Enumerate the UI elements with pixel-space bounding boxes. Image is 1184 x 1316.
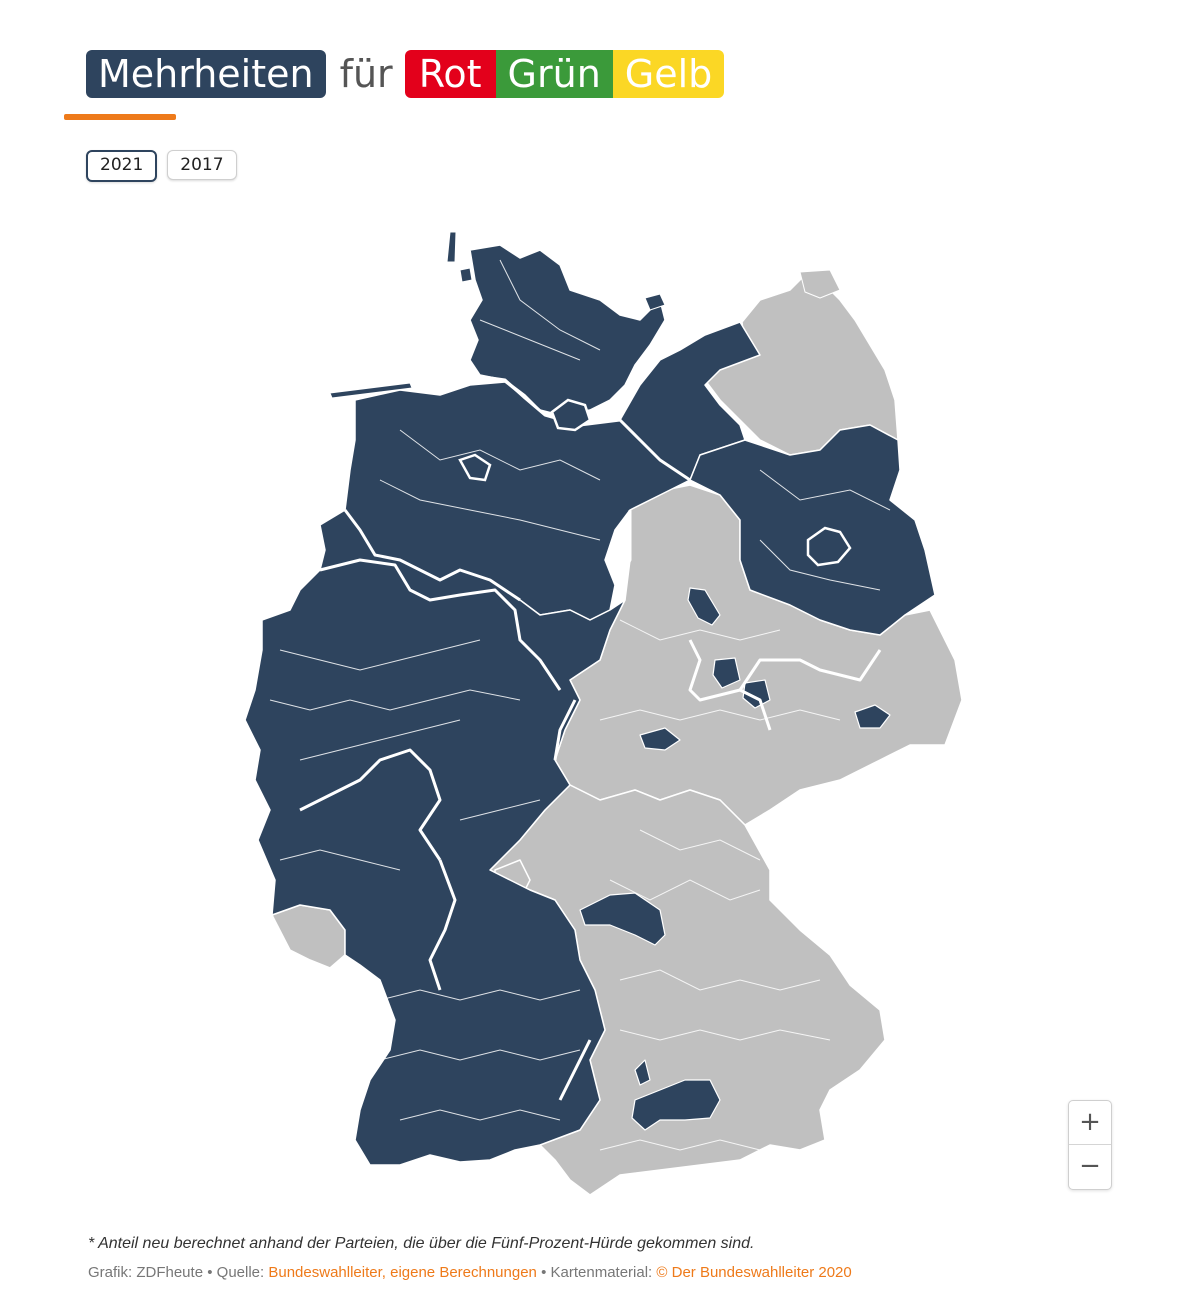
year-switch: 2021 2017	[86, 150, 237, 182]
title-party-gelb: Gelb	[612, 50, 725, 98]
credit-quelle-link[interactable]: Bundeswahlleiter, eigene Berechnungen	[268, 1264, 537, 1281]
region-erfurt	[639, 727, 681, 751]
island-ostfriesland	[329, 382, 413, 399]
region-west	[244, 509, 626, 1166]
island-fehmarn	[644, 293, 666, 311]
year-button-2017[interactable]: 2017	[167, 150, 237, 180]
germany-constituency-map[interactable]	[0, 200, 1184, 1220]
credit-karte-link[interactable]: © Der Bundeswahlleiter 2020	[656, 1264, 852, 1281]
title-underline	[64, 114, 176, 120]
title-party-gruen: Grün	[495, 50, 613, 98]
region-dresden	[854, 704, 891, 729]
region-halle	[712, 657, 741, 689]
credit-quelle-prefix: Quelle:	[216, 1264, 265, 1281]
constituency-lines	[269, 259, 891, 1151]
region-hamburg	[550, 398, 592, 432]
region-wuerzburg	[579, 892, 666, 946]
year-button-2021[interactable]: 2021	[86, 150, 158, 182]
title-majority-label: Mehrheiten	[86, 50, 326, 98]
region-berlin	[806, 526, 852, 567]
region-augsburg	[634, 1059, 651, 1086]
zoom-in-button[interactable]: +	[1069, 1101, 1111, 1145]
region-bremen	[458, 453, 492, 482]
credit-separator: •	[207, 1264, 213, 1281]
credits-line: Grafik: ZDFheute • Quelle: Bundeswahllei…	[88, 1264, 852, 1281]
island-foehr	[459, 267, 473, 283]
zoom-control: + −	[1068, 1100, 1112, 1190]
state-borders	[299, 373, 882, 1101]
title-party-rot: Rot	[404, 50, 496, 98]
zoom-out-button[interactable]: −	[1079, 1151, 1101, 1181]
region-muenchen	[631, 1079, 721, 1131]
page-title: Mehrheiten für Rot Grün Gelb	[86, 50, 725, 98]
region-sh	[469, 244, 666, 416]
credit-grafik: Grafik: ZDFheute	[88, 1264, 204, 1281]
credit-separator-2: •	[541, 1264, 547, 1281]
footnote: * Anteil neu berechnet anhand der Partei…	[88, 1235, 755, 1252]
region-brandenburg	[689, 424, 936, 636]
island-sylt	[446, 231, 457, 263]
island-ruegen	[799, 269, 841, 299]
title-connector: für	[339, 52, 393, 96]
region-magdeburg	[687, 587, 721, 626]
credit-karte-prefix: Kartenmaterial:	[550, 1264, 653, 1281]
